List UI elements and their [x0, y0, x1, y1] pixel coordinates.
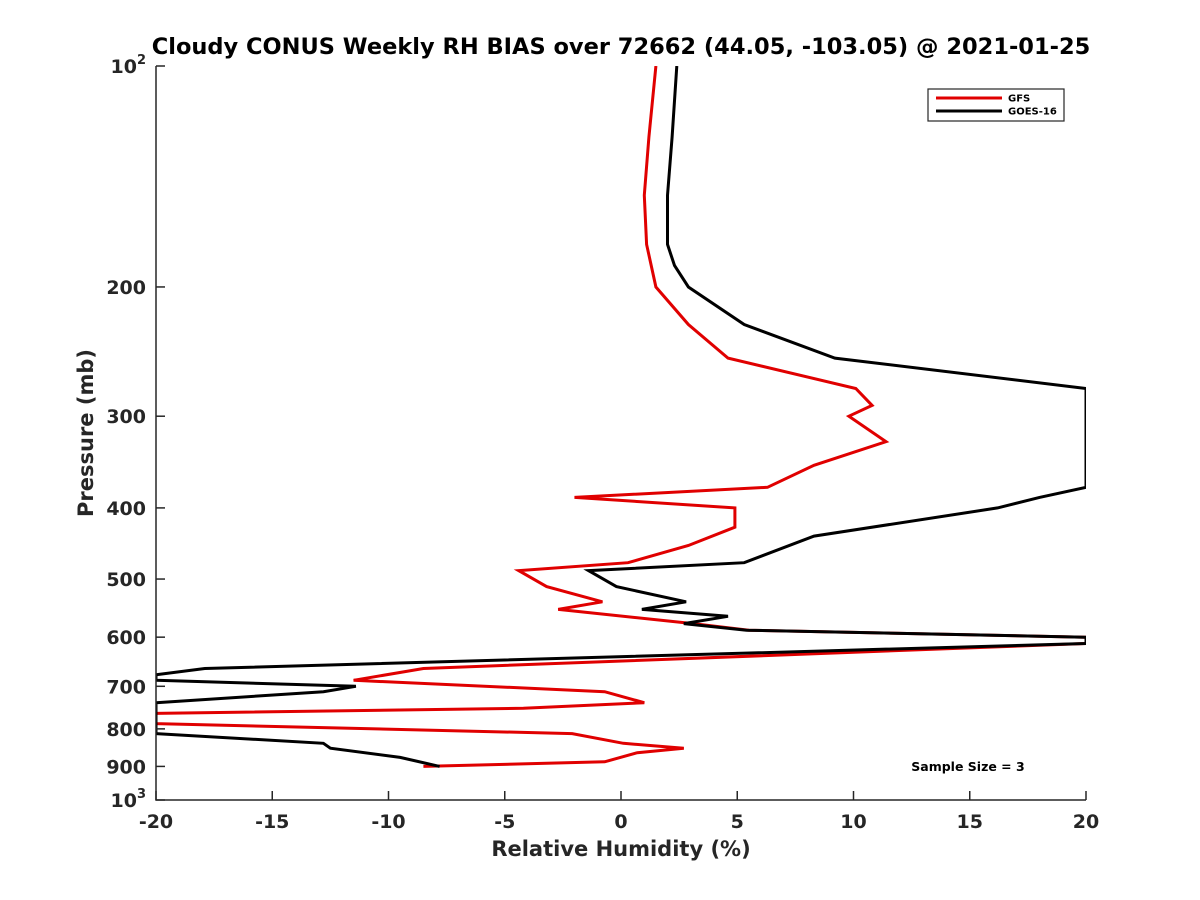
x-tick-label: -15 [255, 811, 289, 833]
legend-label: GFS [1008, 94, 1030, 105]
y-tick-label: 800 [106, 719, 146, 741]
x-tick-label: -10 [371, 811, 405, 833]
x-tick-label: -5 [494, 811, 515, 833]
x-axis-label: Relative Humidity (%) [491, 837, 750, 861]
y-tick-label: 900 [106, 756, 146, 778]
y-tick-base: 400 [106, 498, 146, 520]
y-tick-label: 600 [106, 627, 146, 649]
y-tick-base: 500 [106, 569, 146, 591]
legend-box [927, 88, 1065, 122]
y-tick-label: 102 [111, 53, 147, 78]
y-tick-exponent: 3 [137, 787, 146, 802]
y-tick-label: 300 [106, 406, 146, 428]
x-axis-ticks: -20 -15 -10 -5 0 5 10 15 20 [139, 791, 1099, 833]
series-line-goes16 [156, 66, 1086, 768]
y-tick-base: 10 [111, 56, 137, 78]
y-tick-exponent: 2 [137, 53, 146, 68]
plot-background [156, 66, 1086, 800]
x-tick-label: 20 [1073, 811, 1099, 833]
y-tick-label: 200 [106, 277, 146, 299]
plot-area: -20 -15 -10 -5 0 5 10 15 20 10220030040050060070… [106, 53, 1099, 833]
y-tick-base: 600 [106, 627, 146, 649]
y-tick-base: 800 [106, 719, 146, 741]
x-tick-label: 0 [614, 811, 627, 833]
sample-size-annotation: Sample Size = 3 [911, 759, 1024, 774]
y-tick-label: 500 [106, 569, 146, 591]
y-tick-label: 400 [106, 498, 146, 520]
legend: GFS GOES-16 [927, 88, 1065, 122]
chart-title: Cloudy CONUS Weekly RH BIAS over 72662 (… [152, 34, 1091, 60]
y-tick-base: 10 [111, 790, 137, 812]
series-line-gfs [156, 66, 1086, 768]
x-tick-label: 15 [957, 811, 983, 833]
y-axis-label: Pressure (mb) [74, 349, 98, 517]
y-tick-base: 700 [106, 676, 146, 698]
legend-label: GOES-16 [1008, 107, 1057, 118]
x-tick-label: 5 [731, 811, 744, 833]
x-tick-label: -20 [139, 811, 173, 833]
x-tick-label: 10 [840, 811, 866, 833]
series-layer [156, 66, 1086, 768]
y-tick-label: 700 [106, 676, 146, 698]
y-tick-base: 900 [106, 756, 146, 778]
y-tick-label: 103 [111, 787, 147, 812]
y-tick-base: 200 [106, 277, 146, 299]
y-tick-base: 300 [106, 406, 146, 428]
